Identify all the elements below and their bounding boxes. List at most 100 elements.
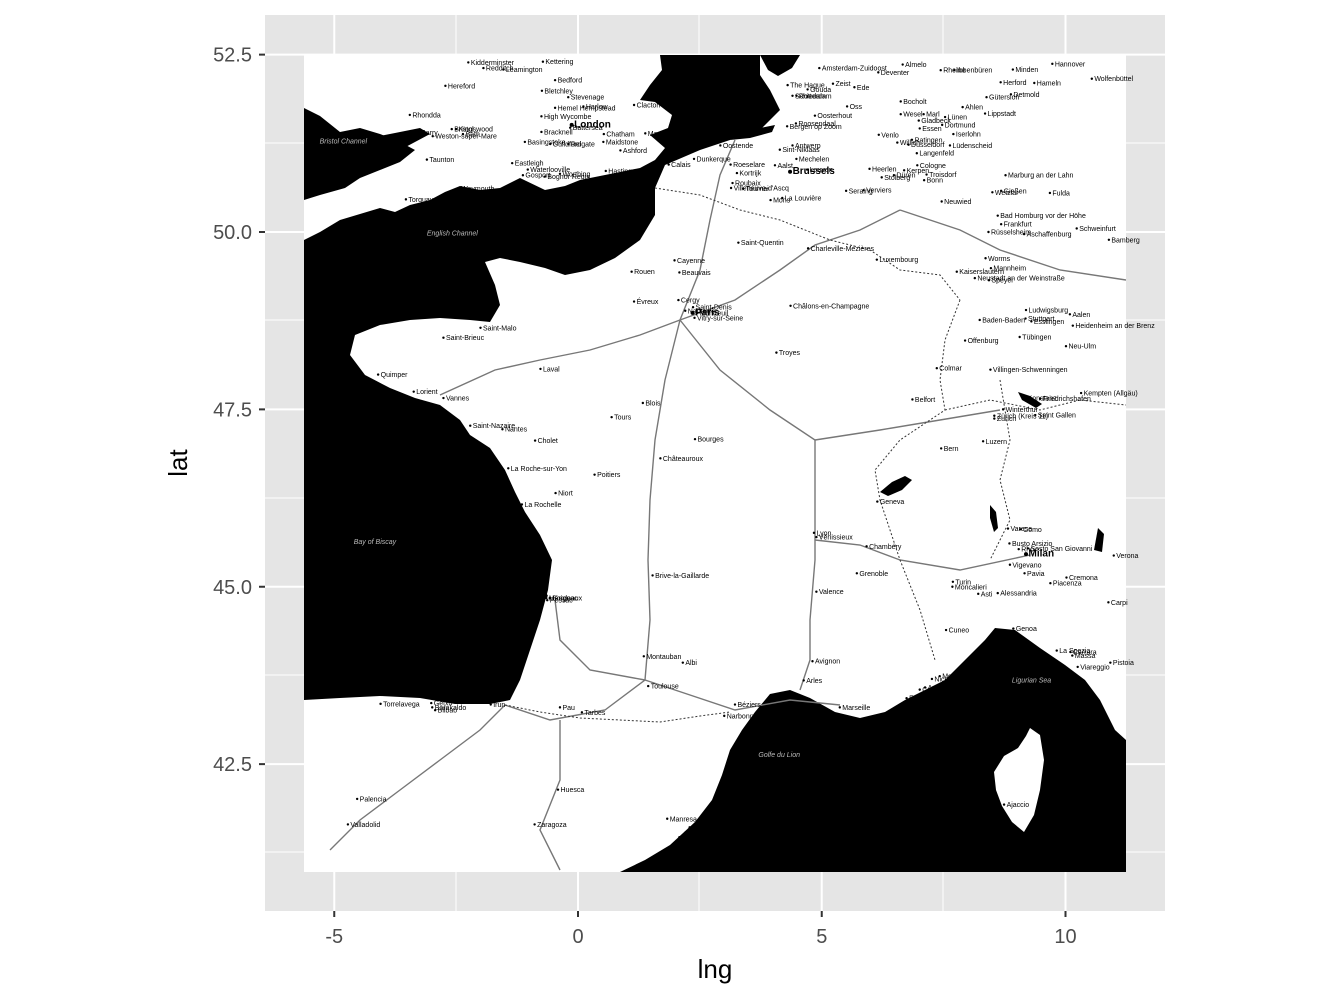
place-dot <box>630 270 633 273</box>
place-label: Savona <box>994 633 1018 640</box>
place-dot <box>963 339 967 342</box>
place-dot <box>785 125 789 128</box>
place-marker: Iserlohn <box>952 132 981 139</box>
place-marker: Narbonne <box>723 713 758 720</box>
place-marker: Stevenage <box>567 95 604 102</box>
place-marker: Bognor Regis <box>543 174 590 181</box>
place-dot <box>1024 317 1027 320</box>
place-label: Seraing <box>849 188 873 195</box>
place-dot <box>1024 308 1028 312</box>
place-dot <box>1018 335 1021 339</box>
place-dot <box>993 414 996 417</box>
place-marker: Hemel Hempstead <box>553 105 616 112</box>
place-dot <box>379 702 382 706</box>
place-dot <box>554 491 557 495</box>
place-label: Torrelavega <box>383 701 420 708</box>
place-dot <box>667 163 670 166</box>
place-label: Willich <box>900 140 920 147</box>
place-marker: Fulda <box>1048 190 1070 197</box>
place-marker: La Seyne-sur-Mer <box>863 719 924 726</box>
place-label: Cergy <box>681 298 700 305</box>
place-label: Battersea <box>573 125 603 132</box>
place-label: Rouen <box>634 269 655 276</box>
place-dot <box>684 831 687 834</box>
place-dot <box>805 168 809 171</box>
place-dot <box>507 467 510 470</box>
place-marker: Cologne <box>916 163 946 170</box>
place-marker: Girona <box>714 799 739 806</box>
place-label: Toulouse <box>651 684 679 691</box>
place-dot <box>991 191 994 194</box>
place-marker: Bad Homburg vor der Höhe <box>996 213 1086 220</box>
place-label: La Louvière <box>785 195 822 202</box>
place-label: Stolberg <box>884 175 910 182</box>
place-label: Tours <box>614 415 632 422</box>
place-dot <box>993 417 996 420</box>
place-marker: La Louvière <box>781 195 821 202</box>
place-dot <box>877 133 880 136</box>
place-dot <box>540 115 543 118</box>
place-marker: Busto Arsizio <box>1008 541 1053 548</box>
place-dot <box>731 181 734 185</box>
place-label: Essen <box>922 126 942 133</box>
place-dot <box>467 61 470 64</box>
place-dot <box>1008 563 1012 566</box>
place-marker: Brussels <box>788 166 835 177</box>
place-marker: Ibbenbüren <box>953 68 992 75</box>
place-label: Kingswood <box>459 127 493 134</box>
place-marker: Roosendaal <box>794 121 836 128</box>
place-marker: Detmold <box>1009 92 1040 99</box>
place-label: Marburg an der Lahn <box>1008 173 1073 180</box>
place-dot <box>831 82 835 85</box>
place-dot <box>935 367 938 370</box>
place-marker: Essen <box>918 126 942 133</box>
place-dot <box>489 703 492 706</box>
place-marker: Harlow <box>582 104 609 111</box>
place-label: Mannheim <box>993 266 1026 273</box>
place-marker: Valence <box>815 589 844 596</box>
place-marker: Como <box>1019 527 1042 534</box>
place-dot <box>540 89 544 93</box>
place-marker: Dusseldorf <box>907 142 945 149</box>
place-marker: Châlons-en-Champagne <box>789 303 869 310</box>
place-dot <box>987 230 990 234</box>
place-dot <box>543 175 547 178</box>
place-dot <box>984 257 987 260</box>
place-dot <box>729 163 732 166</box>
place-label: Bedford <box>558 78 583 85</box>
place-dot <box>917 119 920 122</box>
place-marker: Montreuil <box>695 310 729 317</box>
place-label: Aschaffenburg <box>1027 232 1072 239</box>
place-dot <box>693 437 697 441</box>
place-label: Busto Arsizio <box>1012 541 1053 548</box>
place-dot <box>786 83 789 87</box>
place-dot <box>479 326 482 329</box>
place-marker: Gouda <box>806 87 831 94</box>
place-marker: Carpi <box>1107 600 1128 607</box>
place-dot <box>733 703 737 706</box>
place-dot <box>602 140 605 144</box>
place-marker: Châteauroux <box>659 456 703 463</box>
place-label: Clacton-on-Sea <box>637 102 686 109</box>
place-label: Huesca <box>561 787 585 794</box>
place-marker: Düren <box>892 173 916 180</box>
place-marker: Vitry-sur-Seine <box>693 315 743 322</box>
place-dot <box>520 503 524 506</box>
place-label: Châlons-en-Champagne <box>793 303 869 310</box>
place-dot <box>502 68 505 71</box>
place-label: Gütersloh <box>989 95 1019 102</box>
place-marker: Mons <box>769 198 791 205</box>
place-label: Torquay <box>408 197 433 204</box>
place-marker: Offenburg <box>963 338 999 345</box>
place-label: Heidenheim an der Brenz <box>1075 323 1155 330</box>
place-marker: Neustadt an der Weinstraße <box>973 276 1065 283</box>
lake-geneva <box>880 476 912 496</box>
place-dot <box>880 176 883 179</box>
place-marker: Viladecans <box>674 846 713 853</box>
place-dot <box>789 304 792 307</box>
lake-constance <box>1018 392 1042 408</box>
place-dot <box>510 161 514 165</box>
place-label: Cremona <box>1069 575 1098 582</box>
place-marker: Rho <box>1017 547 1034 554</box>
place-marker: Rotterdam <box>795 93 832 100</box>
